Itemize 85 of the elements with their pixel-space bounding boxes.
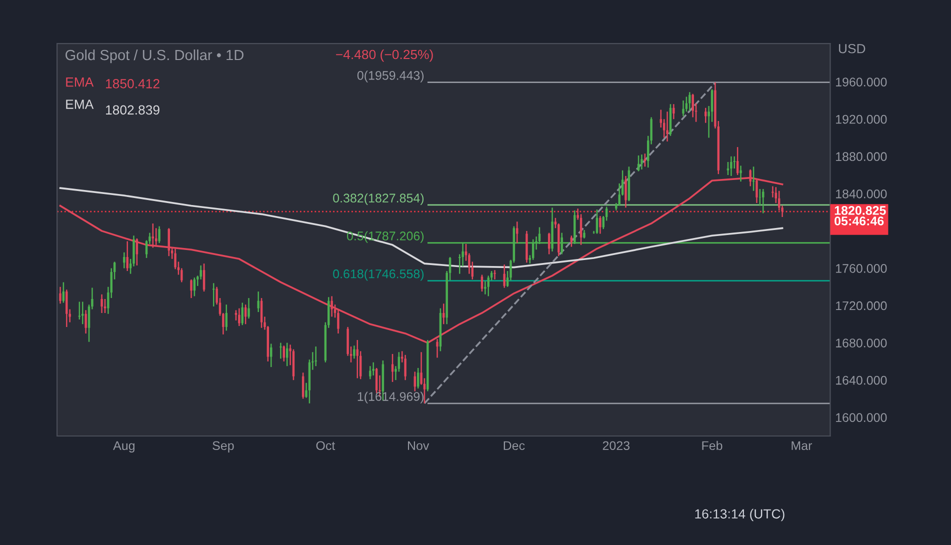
candlestick <box>280 342 282 360</box>
candlestick <box>123 252 126 269</box>
candlestick <box>337 308 340 334</box>
candlestick <box>672 104 675 120</box>
candlestick <box>59 286 62 304</box>
x-tick-label: Feb <box>702 440 722 450</box>
candlestick <box>596 208 598 234</box>
y-tick-label: 1760.000 <box>836 264 887 273</box>
candlestick <box>740 165 742 182</box>
candlestick <box>704 107 707 124</box>
candlestick <box>62 282 65 304</box>
candlestick <box>692 93 694 118</box>
y-tick-label: 1840.000 <box>836 189 887 198</box>
candlestick <box>442 303 445 325</box>
candlestick <box>356 339 358 379</box>
candlestick <box>225 304 228 332</box>
candlestick <box>84 310 87 334</box>
line-series <box>59 187 784 268</box>
ref-line-label: 0.382(1827.854) <box>333 193 424 205</box>
ref-line-label: 0(1959.443) <box>357 70 424 82</box>
candlestick <box>644 152 646 168</box>
y-tick-label: 1680.000 <box>836 338 887 348</box>
chart-title: Gold Spot / U.S. Dollar • 1D <box>66 49 244 64</box>
y-tick-label: 1640.000 <box>836 376 887 385</box>
candlestick <box>416 367 420 390</box>
candlestick <box>369 365 372 380</box>
candlestick <box>260 297 263 329</box>
x-tick-label: 2023 <box>602 441 630 450</box>
candlestick <box>624 175 627 208</box>
ref-line-label: 1820.825 <box>834 206 886 215</box>
x-tick-label: Sep <box>212 441 234 453</box>
candlestick <box>104 298 106 314</box>
x-tick-label: Nov <box>408 441 430 450</box>
annotation: 1850.412 <box>106 79 160 88</box>
candlestick <box>238 308 240 327</box>
candlestick <box>158 226 160 244</box>
x-tick-label: Aug <box>113 441 134 453</box>
candlestick <box>100 294 103 314</box>
candlestick <box>404 354 406 381</box>
text: EMA <box>66 78 94 87</box>
x-tick-label: Dec <box>504 441 525 450</box>
candlestick <box>688 91 691 112</box>
candlestick <box>599 215 602 234</box>
candlestick <box>730 156 732 177</box>
candlestick <box>330 296 333 318</box>
y-tick-label: 1720.000 <box>836 301 887 310</box>
candlestick <box>391 353 394 383</box>
candlestick <box>548 232 550 255</box>
candlestick <box>503 264 506 288</box>
candlestick <box>666 111 668 142</box>
candlestick <box>248 297 250 320</box>
candlestick <box>270 343 272 368</box>
candlestick <box>257 290 260 313</box>
y-tick-label: 1880.000 <box>836 152 887 162</box>
ref-line-label: 0.618(1746.558) <box>333 269 424 281</box>
annotation: 1802.839 <box>106 105 160 115</box>
candlestick <box>494 269 496 280</box>
candlestick <box>66 289 68 328</box>
candlestick <box>302 372 304 400</box>
candlestick <box>152 222 154 248</box>
text: EMA <box>66 100 94 109</box>
candlestick <box>758 188 762 206</box>
y-tick-label: 1960.000 <box>836 78 887 86</box>
text: USD <box>838 44 866 54</box>
candlestick <box>372 362 374 376</box>
x-tick-label: Mar <box>792 441 812 450</box>
candlestick <box>212 282 215 308</box>
y-tick-label: 1920.000 <box>836 114 887 124</box>
candlestick <box>314 346 317 367</box>
y-tick-label: 1600.000 <box>836 413 887 422</box>
text: 16:13:14 (UTC) <box>695 508 784 522</box>
candlestick <box>241 302 244 326</box>
candlestick <box>487 275 490 297</box>
annotation: −4.480 (−0.25%) <box>336 49 433 62</box>
candlestick <box>637 154 640 172</box>
candlestick <box>682 100 684 117</box>
candlestick <box>190 278 192 299</box>
x-tick-label: Oct <box>316 441 336 450</box>
candlestick <box>168 228 170 257</box>
candlestick <box>640 154 643 170</box>
candlestick <box>752 166 755 192</box>
text: 05:46:46 <box>834 216 884 226</box>
candlestick <box>353 344 356 360</box>
candlestick <box>126 240 128 272</box>
candlestick <box>82 301 84 325</box>
